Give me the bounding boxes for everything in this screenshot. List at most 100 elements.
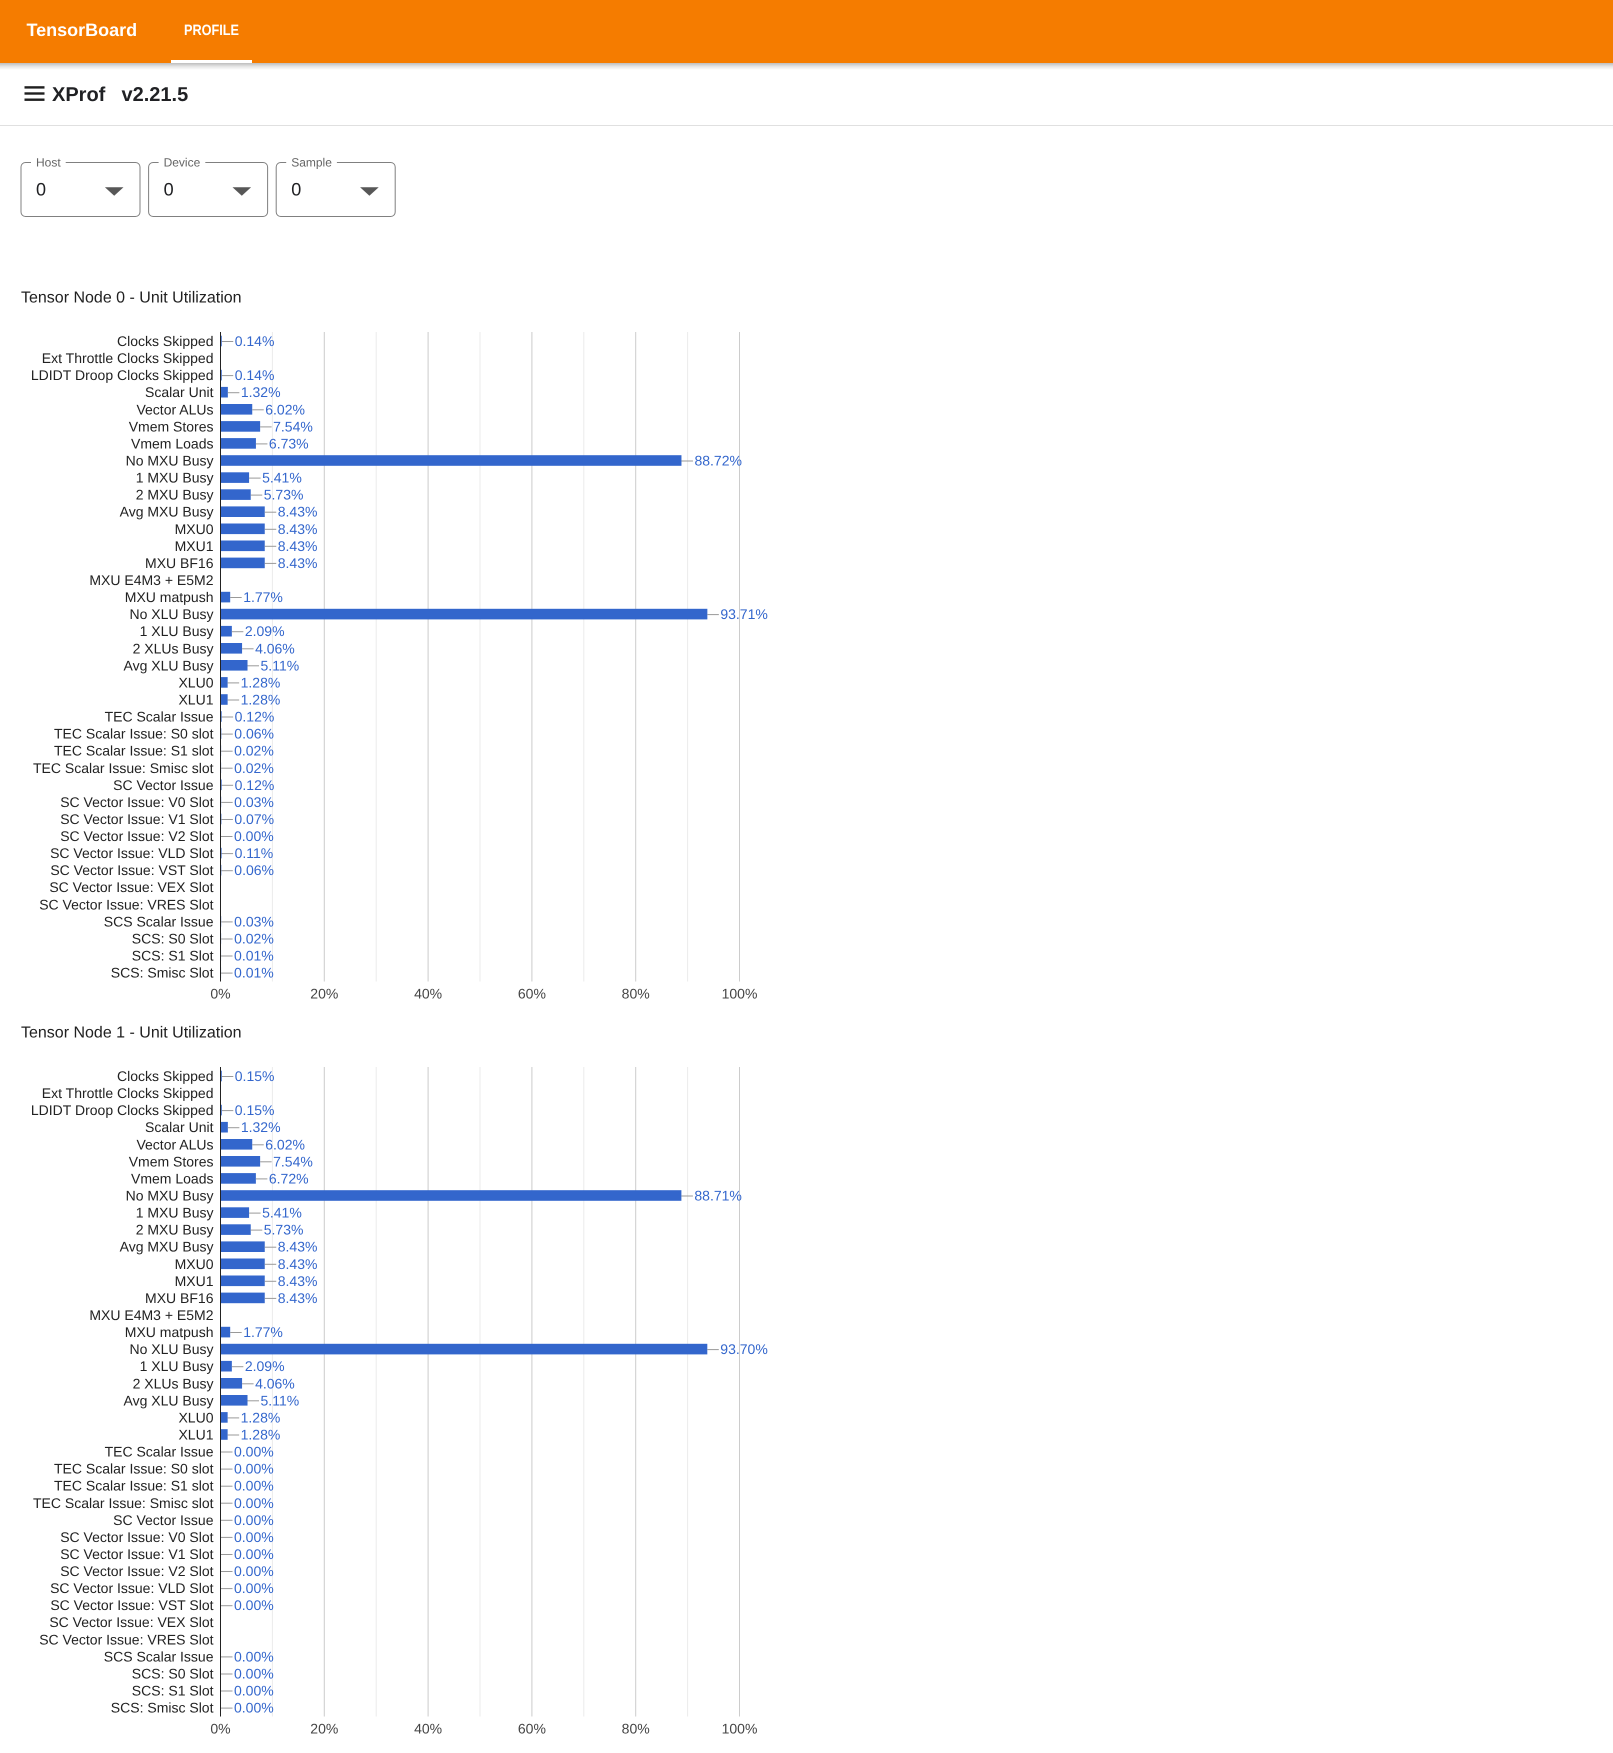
svg-text:40%: 40% xyxy=(414,986,442,1002)
svg-text:MXU E4M3 + E5M2: MXU E4M3 + E5M2 xyxy=(89,1307,213,1323)
svg-text:1.28%: 1.28% xyxy=(241,674,281,690)
svg-text:1.77%: 1.77% xyxy=(243,1324,283,1340)
svg-text:Vmem Stores: Vmem Stores xyxy=(129,1153,214,1169)
svg-text:1.77%: 1.77% xyxy=(243,589,283,605)
svg-text:0.00%: 0.00% xyxy=(234,1683,274,1699)
svg-text:0.00%: 0.00% xyxy=(234,1546,274,1562)
svg-text:0.00%: 0.00% xyxy=(234,1529,274,1545)
svg-text:0.02%: 0.02% xyxy=(234,931,274,947)
svg-text:0.00%: 0.00% xyxy=(234,1666,274,1682)
svg-text:SCS: S1 Slot: SCS: S1 Slot xyxy=(132,1683,214,1699)
svg-text:Vector ALUs: Vector ALUs xyxy=(136,1136,213,1152)
svg-text:2.09%: 2.09% xyxy=(245,623,285,639)
svg-text:0.00%: 0.00% xyxy=(234,1648,274,1664)
svg-text:8.43%: 8.43% xyxy=(278,1256,318,1272)
svg-text:Ext Throttle Clocks Skipped: Ext Throttle Clocks Skipped xyxy=(42,350,214,366)
svg-text:SC Vector Issue: VLD Slot: SC Vector Issue: VLD Slot xyxy=(50,1580,214,1596)
svg-text:1.32%: 1.32% xyxy=(241,384,281,400)
svg-text:0.03%: 0.03% xyxy=(234,913,274,929)
svg-text:6.72%: 6.72% xyxy=(269,1170,309,1186)
svg-text:SC Vector Issue: V1 Slot: SC Vector Issue: V1 Slot xyxy=(60,1546,213,1562)
svg-text:XLU0: XLU0 xyxy=(178,674,213,690)
svg-text:No MXU Busy: No MXU Busy xyxy=(126,1188,214,1204)
svg-text:SCS: S1 Slot: SCS: S1 Slot xyxy=(132,948,214,964)
svg-text:93.71%: 93.71% xyxy=(720,606,767,622)
svg-text:Device: Device xyxy=(164,156,201,170)
svg-text:SC Vector Issue: V1 Slot: SC Vector Issue: V1 Slot xyxy=(60,811,213,827)
svg-text:1 MXU Busy: 1 MXU Busy xyxy=(136,470,214,486)
svg-text:Avg XLU Busy: Avg XLU Busy xyxy=(123,1392,213,1408)
svg-text:SC Vector Issue: VLD Slot: SC Vector Issue: VLD Slot xyxy=(50,845,214,861)
svg-text:MXU matpush: MXU matpush xyxy=(125,589,214,605)
svg-text:0%: 0% xyxy=(210,1721,230,1737)
svg-text:Sample: Sample xyxy=(291,156,332,170)
svg-text:6.02%: 6.02% xyxy=(265,1136,305,1152)
svg-text:TEC Scalar Issue: S1 slot: TEC Scalar Issue: S1 slot xyxy=(54,1478,214,1494)
svg-text:Scalar Unit: Scalar Unit xyxy=(145,384,214,400)
svg-text:SCS: Smisc Slot: SCS: Smisc Slot xyxy=(111,965,214,981)
svg-text:0.14%: 0.14% xyxy=(235,367,275,383)
svg-text:1.28%: 1.28% xyxy=(241,692,281,708)
svg-text:LDIDT Droop Clocks Skipped: LDIDT Droop Clocks Skipped xyxy=(31,1102,214,1118)
svg-text:SCS: Smisc Slot: SCS: Smisc Slot xyxy=(111,1700,214,1716)
svg-text:TEC Scalar Issue: S0 slot: TEC Scalar Issue: S0 slot xyxy=(54,1461,214,1477)
svg-text:Avg MXU Busy: Avg MXU Busy xyxy=(120,504,214,520)
svg-text:100%: 100% xyxy=(722,986,758,1002)
svg-text:Scalar Unit: Scalar Unit xyxy=(145,1119,214,1135)
svg-text:SC Vector Issue: V0 Slot: SC Vector Issue: V0 Slot xyxy=(60,1529,213,1545)
svg-text:XLU1: XLU1 xyxy=(178,1427,213,1443)
svg-text:MXU1: MXU1 xyxy=(175,538,214,554)
svg-text:0.02%: 0.02% xyxy=(234,743,274,759)
svg-text:0.01%: 0.01% xyxy=(234,965,274,981)
svg-text:Vmem Loads: Vmem Loads xyxy=(131,435,213,451)
svg-text:SCS Scalar Issue: SCS Scalar Issue xyxy=(104,913,214,929)
svg-text:SC Vector Issue: SC Vector Issue xyxy=(113,1512,214,1528)
svg-text:SC Vector Issue: VEX Slot: SC Vector Issue: VEX Slot xyxy=(49,879,213,895)
svg-text:20%: 20% xyxy=(310,1721,338,1737)
svg-text:2 MXU Busy: 2 MXU Busy xyxy=(136,487,214,503)
svg-text:0%: 0% xyxy=(210,986,230,1002)
svg-text:8.43%: 8.43% xyxy=(278,1273,318,1289)
svg-text:8.43%: 8.43% xyxy=(278,504,318,520)
svg-text:8.43%: 8.43% xyxy=(278,538,318,554)
svg-text:1 XLU Busy: 1 XLU Busy xyxy=(140,1358,214,1374)
svg-text:1.28%: 1.28% xyxy=(241,1427,281,1443)
svg-text:0.12%: 0.12% xyxy=(235,709,275,725)
svg-text:SC Vector Issue: VST Slot: SC Vector Issue: VST Slot xyxy=(50,862,213,878)
svg-text:SC Vector Issue: VRES Slot: SC Vector Issue: VRES Slot xyxy=(39,1631,213,1647)
svg-text:0.00%: 0.00% xyxy=(234,828,274,844)
svg-text:0.15%: 0.15% xyxy=(235,1068,275,1084)
svg-text:Vmem Loads: Vmem Loads xyxy=(131,1170,213,1186)
svg-text:No XLU Busy: No XLU Busy xyxy=(129,606,213,622)
svg-text:0.00%: 0.00% xyxy=(234,1563,274,1579)
svg-text:SCS: S0 Slot: SCS: S0 Slot xyxy=(132,931,214,947)
svg-text:5.41%: 5.41% xyxy=(262,1205,302,1221)
svg-text:0.07%: 0.07% xyxy=(234,811,274,827)
svg-text:SC Vector Issue: V2 Slot: SC Vector Issue: V2 Slot xyxy=(60,828,213,844)
svg-text:0.00%: 0.00% xyxy=(234,1444,274,1460)
svg-text:5.73%: 5.73% xyxy=(264,487,304,503)
svg-text:TEC Scalar Issue: TEC Scalar Issue xyxy=(105,709,214,725)
svg-text:80%: 80% xyxy=(622,1721,650,1737)
svg-text:0.15%: 0.15% xyxy=(235,1102,275,1118)
svg-text:XLU0: XLU0 xyxy=(178,1409,213,1425)
svg-text:Ext Throttle Clocks Skipped: Ext Throttle Clocks Skipped xyxy=(42,1085,214,1101)
svg-text:MXU0: MXU0 xyxy=(175,1256,214,1272)
svg-text:1 XLU Busy: 1 XLU Busy xyxy=(140,623,214,639)
svg-text:4.06%: 4.06% xyxy=(255,1375,295,1391)
svg-text:0.00%: 0.00% xyxy=(234,1461,274,1477)
svg-text:TEC Scalar Issue: S1 slot: TEC Scalar Issue: S1 slot xyxy=(54,743,214,759)
svg-text:6.73%: 6.73% xyxy=(269,435,309,451)
svg-text:0.00%: 0.00% xyxy=(234,1495,274,1511)
svg-text:100%: 100% xyxy=(722,1721,758,1737)
svg-text:0: 0 xyxy=(164,180,174,200)
svg-text:0: 0 xyxy=(36,180,46,200)
svg-text:20%: 20% xyxy=(310,986,338,1002)
svg-text:2.09%: 2.09% xyxy=(245,1358,285,1374)
svg-text:5.11%: 5.11% xyxy=(261,657,300,673)
svg-text:SC Vector Issue: SC Vector Issue xyxy=(113,777,214,793)
svg-text:5.73%: 5.73% xyxy=(264,1222,304,1238)
svg-text:Avg XLU Busy: Avg XLU Busy xyxy=(123,657,213,673)
svg-text:PROFILE: PROFILE xyxy=(184,22,239,39)
svg-text:XProf: XProf xyxy=(52,84,106,106)
